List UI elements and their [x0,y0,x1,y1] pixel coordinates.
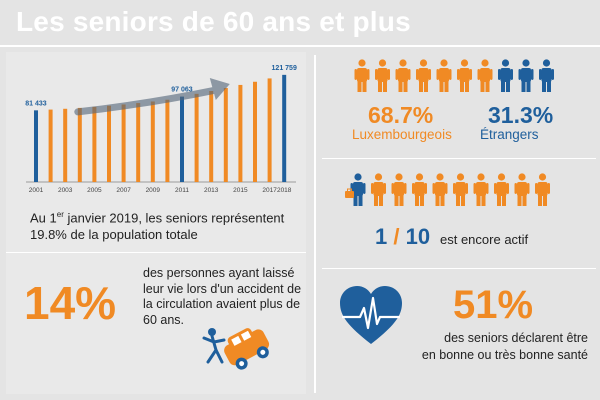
bar-2014 [223,88,228,182]
person-icon-orange [436,59,452,92]
bar-2003 [63,108,68,182]
x-tick-2001: 2001 [29,187,44,194]
person-icon-orange [535,173,550,206]
nationality-people-row [354,58,564,99]
ratio-denominator: 10 [405,224,431,249]
bar-2005 [92,106,97,182]
bar-2007 [121,104,126,182]
x-tick-2007: 2007 [116,187,131,194]
health-line2: en bonne ou très bonne santé [421,348,588,362]
population-text-prefix: Au 1 [30,210,57,226]
left-divider [6,252,306,253]
heart-icon [340,286,402,344]
population-bar-chart: 81 433 97 063 121 759 2001 2003 2005 2007 2009 2… [25,65,297,194]
bar-2017 [267,78,272,182]
trend-arrow [74,78,230,116]
x-tick-2009: 2009 [146,187,161,194]
right-divider-2 [322,268,596,269]
person-icon-orange [391,173,407,206]
person-icon-blue [518,59,534,92]
activity-text: est encore actif [440,232,529,247]
bar-2016 [253,81,257,182]
population-text-suffix: janvier 2019, les seniors représentent [63,210,285,226]
bar-2011 [180,96,184,182]
person-icon-blue [539,59,554,92]
person-icon-orange [514,173,530,206]
health-description: des seniors déclarent être en bonne ou t… [398,330,588,364]
bar-2004 [77,107,82,182]
bar-2018 [282,74,287,182]
title-divider [0,45,600,47]
x-tick-2013: 2013 [204,187,219,194]
bar-2015 [238,84,243,182]
data-label-2018: 121 759 [272,65,297,72]
person-icon-orange [457,59,472,92]
car-accident-icon [202,328,270,370]
population-text-line2: 19.8% de la population totale [30,227,198,243]
person-icon-orange [477,59,493,92]
activity-ratio: 1 / 10 [375,224,430,250]
person-icon-orange [416,59,431,92]
person-icon-orange [371,173,386,206]
x-tick-2011: 2011 [175,187,189,194]
population-share-text: Au 1er janvier 2019, les seniors représe… [30,206,300,243]
ratio-numerator: 1 [375,224,388,249]
person-icon-blue [498,59,513,92]
person-icon-orange [412,173,427,206]
data-label-2001: 81 433 [25,100,47,107]
etrangers-percent: 31.3% [488,102,554,128]
luxembourgeois-percent: 68.7% [368,102,434,128]
bar-2010 [165,99,170,182]
person-icon-orange [473,173,489,206]
data-label-2011: 97 063 [171,87,193,94]
person-icon-orange [453,173,468,206]
bar-2001 [34,110,38,182]
activity-people-row [344,172,566,215]
health-line1: des seniors déclarent être [444,331,588,345]
person-icon-orange [494,173,509,206]
bar-2009 [150,101,155,182]
bar-2013 [209,91,214,182]
x-tick-2005: 2005 [87,187,102,194]
luxembourgeois-label: Luxembourgeois [352,127,452,142]
health-percent: 51% [453,283,534,327]
vertical-divider [314,55,316,393]
ratio-separator: / [393,224,400,249]
accident-percent: 14% [24,277,117,329]
bar-2012 [194,93,199,182]
accident-description: des personnes ayant laissé leur vie lors… [143,266,302,327]
person-icon-orange [354,59,370,92]
person-icon-orange [395,59,411,92]
person-icon-orange [432,173,448,206]
bar-2006 [107,105,111,182]
x-tick-2017: 2017 [262,187,277,194]
person-icon-orange [375,59,390,92]
x-tick-2018: 2018 [277,187,292,194]
bar-2008 [136,103,141,182]
bar-2002 [48,109,53,182]
x-tick-2003: 2003 [58,187,73,194]
page-title: Les seniors de 60 ans et plus [16,6,411,37]
briefcase-person-icon [345,173,366,206]
x-tick-2015: 2015 [233,187,248,194]
right-divider-1 [322,158,596,159]
population-text-sup: er [56,210,64,219]
etrangers-label: Étrangers [480,127,539,142]
